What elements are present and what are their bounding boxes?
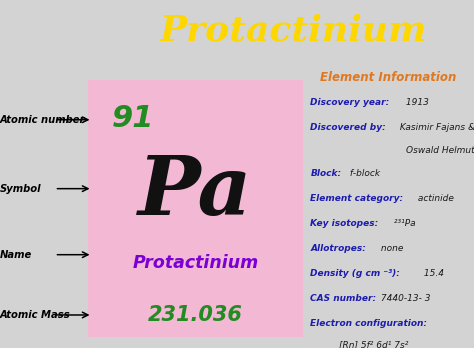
Text: Key isotopes:: Key isotopes:	[310, 219, 379, 228]
Text: Electron configuration:: Electron configuration:	[310, 319, 428, 328]
Text: Protactinium: Protactinium	[160, 14, 428, 47]
Text: Allotropes:: Allotropes:	[310, 244, 366, 253]
FancyBboxPatch shape	[88, 80, 303, 337]
Text: 15.4: 15.4	[421, 269, 445, 278]
Text: Atomic number: Atomic number	[0, 115, 85, 125]
Text: Discovered by:: Discovered by:	[310, 123, 386, 132]
Text: Discovery year:: Discovery year:	[310, 98, 390, 107]
Text: 231.036: 231.036	[148, 305, 243, 325]
Text: Kasimir Fajans &: Kasimir Fajans &	[397, 123, 474, 132]
Text: Element category:: Element category:	[310, 195, 403, 203]
Text: Block:: Block:	[310, 169, 342, 179]
Text: ²³¹Pa: ²³¹Pa	[391, 219, 415, 228]
Text: [Rn] 5f² 6d¹ 7s²: [Rn] 5f² 6d¹ 7s²	[339, 340, 408, 348]
Text: f-block: f-block	[347, 169, 381, 179]
Text: 7440-13- 3: 7440-13- 3	[378, 294, 431, 303]
Text: Density (g cm ⁻³):: Density (g cm ⁻³):	[310, 269, 401, 278]
Text: 1913: 1913	[403, 98, 429, 107]
Text: CAS number:: CAS number:	[310, 294, 377, 303]
Text: Pa: Pa	[138, 151, 253, 231]
Text: actinide: actinide	[415, 195, 454, 203]
Text: Name: Name	[0, 250, 32, 260]
Text: Symbol: Symbol	[0, 184, 42, 193]
Text: none: none	[378, 244, 404, 253]
Text: 91: 91	[111, 104, 154, 133]
Text: Element Information: Element Information	[320, 71, 456, 84]
Text: Oswald Helmuth G0hring: Oswald Helmuth G0hring	[406, 146, 474, 155]
Text: Protactinium: Protactinium	[132, 254, 259, 272]
Text: Atomic Mass: Atomic Mass	[0, 310, 71, 320]
